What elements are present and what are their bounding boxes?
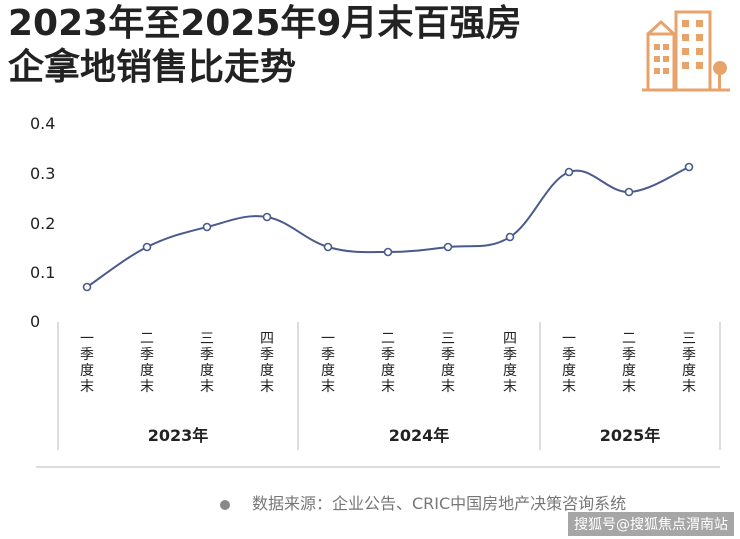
- data-point: [564, 167, 574, 177]
- data-point: [443, 242, 453, 252]
- x-tick-label: 四季度末: [503, 331, 517, 395]
- svg-text:二季度末: 二季度末: [381, 331, 395, 395]
- x-tick-label: 三季度末: [682, 331, 696, 395]
- svg-text:一季度末: 一季度末: [80, 331, 94, 395]
- x-tick-label: 三季度末: [200, 331, 214, 395]
- x-tick-label: 二季度末: [140, 331, 154, 395]
- series-markers: [82, 162, 694, 292]
- line-chart: 0.4 0.3 0.2 0.1 0 一季度末 二季度末 三季度末 四季度末 一季度末 二季…: [30, 114, 721, 468]
- title-line-1: 2023年至2025年9月末百强房: [8, 3, 522, 44]
- data-point: [82, 282, 92, 292]
- data-point: [142, 242, 152, 252]
- series-line: [86, 166, 690, 288]
- svg-text:一季度末: 一季度末: [562, 331, 576, 395]
- axis-frame: [36, 322, 721, 468]
- y-tick-label: 0.3: [30, 164, 55, 183]
- x-category-labels: 一季度末 二季度末 三季度末 四季度末 一季度末 二季度末 三季度末 四季度末 一季度末 二季度末…: [80, 331, 696, 395]
- y-tick-label: 0.4: [30, 114, 55, 133]
- x-tick-label: 二季度末: [622, 331, 636, 395]
- x-tick-label: 四季度末: [260, 331, 274, 395]
- x-group-label: 2023年: [148, 426, 209, 445]
- source-note: 数据来源：企业公告、CRIC中国房地产决策咨询系统: [220, 490, 735, 514]
- source-text: 数据来源：企业公告、CRIC中国房地产决策咨询系统: [252, 494, 627, 513]
- y-tick-label: 0: [30, 312, 40, 331]
- watermark-label: 搜狐号@搜狐焦点渭南站: [568, 512, 734, 536]
- svg-text:三季度末: 三季度末: [682, 331, 696, 395]
- svg-text:二季度末: 二季度末: [140, 331, 154, 395]
- data-point: [383, 247, 393, 257]
- y-tick-label: 0.2: [30, 214, 55, 233]
- buildings-icon: [642, 10, 730, 92]
- x-tick-label: 一季度末: [562, 331, 576, 395]
- svg-text:四季度末: 四季度末: [260, 331, 274, 395]
- x-group-label: 2025年: [600, 426, 661, 445]
- svg-text:三季度末: 三季度末: [200, 331, 214, 395]
- x-tick-label: 三季度末: [441, 331, 455, 395]
- x-tick-label: 一季度末: [80, 331, 94, 395]
- svg-text:三季度末: 三季度末: [441, 331, 455, 395]
- y-axis: 0.4 0.3 0.2 0.1 0: [30, 114, 55, 331]
- x-group-labels: 2023年 2024年 2025年: [148, 426, 661, 445]
- chart-title: 2023年至2025年9月末百强房 企拿地销售比走势: [8, 2, 628, 90]
- x-tick-label: 二季度末: [381, 331, 395, 395]
- svg-text:二季度末: 二季度末: [622, 331, 636, 395]
- bullet-icon: [220, 499, 230, 510]
- x-group-label: 2024年: [389, 426, 450, 445]
- x-tick-label: 一季度末: [321, 331, 335, 395]
- y-tick-label: 0.1: [30, 263, 55, 282]
- data-point: [505, 232, 515, 242]
- data-point: [323, 242, 333, 252]
- data-point: [262, 212, 272, 222]
- svg-text:四季度末: 四季度末: [503, 331, 517, 395]
- data-point: [684, 162, 694, 172]
- svg-text:一季度末: 一季度末: [321, 331, 335, 395]
- data-point: [202, 222, 212, 232]
- data-point: [624, 187, 634, 197]
- title-line-2: 企拿地销售比走势: [8, 47, 297, 88]
